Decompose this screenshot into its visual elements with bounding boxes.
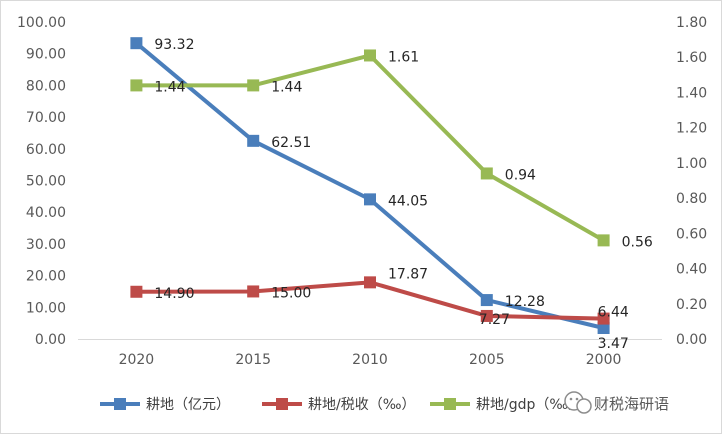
data-point-marker bbox=[247, 285, 260, 298]
series-line bbox=[134, 53, 606, 243]
data-label: 7.27 bbox=[479, 312, 510, 328]
legend-label: 耕地/税收（‰） bbox=[308, 396, 416, 413]
data-point-marker bbox=[130, 79, 143, 92]
legend: 耕地（亿元） 耕地/税收（‰） 耕地/gdp（‰） bbox=[100, 396, 582, 413]
legend-label: 耕地（亿元） bbox=[146, 396, 230, 413]
data-point-marker bbox=[480, 294, 493, 307]
data-point-marker bbox=[130, 285, 143, 298]
data-label: 6.44 bbox=[598, 305, 629, 321]
x-tick-label: 2005 bbox=[469, 352, 505, 368]
y-left-tick-label: 0.00 bbox=[35, 332, 66, 348]
data-point-marker bbox=[364, 276, 376, 289]
watermark-text: 财税海研语 bbox=[594, 395, 669, 413]
data-point-marker bbox=[597, 312, 610, 325]
y-right-tick-label: 0.00 bbox=[676, 332, 707, 348]
data-label: 3.47 bbox=[598, 336, 629, 352]
y-left-tick-label: 100.00 bbox=[17, 15, 66, 31]
data-label: 0.56 bbox=[622, 234, 653, 250]
y-left-tick-label: 90.00 bbox=[26, 47, 66, 63]
data-label: 12.28 bbox=[505, 294, 545, 310]
y-right-tick-label: 0.60 bbox=[676, 226, 707, 242]
data-point-marker bbox=[480, 309, 493, 322]
y-left-tick-label: 60.00 bbox=[26, 142, 66, 158]
y-left-tick-label: 30.00 bbox=[26, 237, 66, 253]
data-point-marker bbox=[130, 37, 143, 50]
y-left-tick-label: 70.00 bbox=[26, 110, 66, 126]
data-label: 15.00 bbox=[271, 285, 311, 301]
data-label: 93.32 bbox=[154, 37, 194, 53]
y-left-tick-label: 50.00 bbox=[26, 174, 66, 190]
y-left-tick-label: 20.00 bbox=[26, 269, 66, 285]
y-right-tick-label: 1.80 bbox=[676, 15, 707, 31]
data-labels: 93.32 62.51 44.05 12.28 3.47 14.90 15.00 17.87 7… bbox=[154, 37, 652, 352]
wechat-icon bbox=[564, 391, 592, 414]
y-right-tick-label: 1.20 bbox=[676, 121, 707, 137]
y-right-tick-label: 1.60 bbox=[676, 50, 707, 66]
data-point-marker bbox=[597, 234, 610, 247]
y-left-tick-label: 10.00 bbox=[26, 300, 66, 316]
data-point-marker bbox=[364, 193, 376, 206]
y-right-tick-label: 1.40 bbox=[676, 85, 707, 101]
data-label: 44.05 bbox=[388, 193, 428, 209]
y-right-tick-label: 0.20 bbox=[676, 297, 707, 313]
y-left-tick-label: 40.00 bbox=[26, 205, 66, 221]
axes-group: 0.00 10.00 20.00 30.00 40.00 50.00 60.00 70.00 8… bbox=[17, 15, 707, 368]
data-label: 0.94 bbox=[505, 167, 536, 183]
data-label: 1.44 bbox=[154, 79, 185, 95]
data-point-marker bbox=[247, 134, 260, 147]
y-right-tick-label: 1.00 bbox=[676, 156, 707, 172]
legend-swatch-marker bbox=[114, 398, 126, 410]
data-label: 1.44 bbox=[271, 79, 302, 95]
data-label: 62.51 bbox=[271, 135, 311, 151]
legend-label: 耕地/gdp（‰） bbox=[476, 396, 582, 413]
data-point-marker bbox=[247, 79, 260, 92]
x-tick-label: 2020 bbox=[119, 352, 155, 368]
data-label: 17.87 bbox=[388, 266, 428, 282]
y-left-tick-label: 80.00 bbox=[26, 78, 66, 94]
y-right-tick-label: 0.80 bbox=[676, 191, 707, 207]
y-right-tick-label: 0.40 bbox=[676, 262, 707, 278]
x-tick-label: 2010 bbox=[352, 352, 388, 368]
data-label: 1.61 bbox=[388, 49, 419, 65]
data-point-marker bbox=[597, 322, 610, 335]
series-lines bbox=[130, 37, 610, 335]
legend-swatch-marker bbox=[276, 398, 288, 410]
x-tick-label: 2000 bbox=[586, 352, 622, 368]
data-point-marker bbox=[480, 167, 493, 180]
data-label: 14.90 bbox=[154, 286, 194, 302]
data-point-marker bbox=[364, 49, 376, 62]
watermark: 财税海研语 bbox=[564, 391, 669, 414]
legend-swatch-marker bbox=[444, 398, 456, 410]
x-tick-label: 2015 bbox=[235, 352, 271, 368]
